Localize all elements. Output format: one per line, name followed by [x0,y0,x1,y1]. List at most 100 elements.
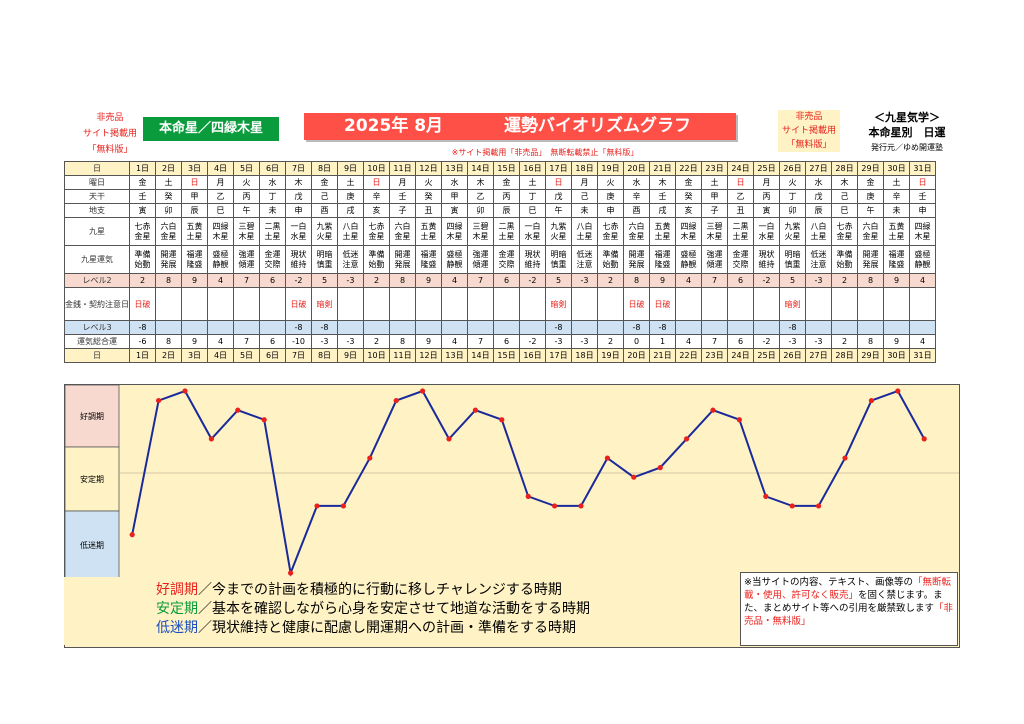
table-cell: 4 [675,334,702,349]
table-cell: 己 [571,189,598,204]
table-cell: 卯 [467,203,494,218]
table-cell: 30日 [883,161,910,176]
table-cell: 六白 金星 [389,217,416,246]
table-cell [441,320,468,335]
table-cell: 17日 [545,348,572,363]
table-cell: 火 [415,175,442,190]
table-cell: 三碧 木星 [233,217,260,246]
table-cell: 2 [363,334,390,349]
table-cell: 9 [181,334,208,349]
table-cell: 午 [545,203,572,218]
table-cell: -3 [805,273,832,288]
table-cell: 甲 [181,189,208,204]
data-point [789,503,795,509]
table-cell: 7 [467,334,494,349]
table-cell [909,287,936,321]
table-cell: 庚 [337,189,364,204]
table-cell: 寅 [441,203,468,218]
row-label: 運気総合運 [64,334,130,349]
table-cell: 甲 [701,189,728,204]
table-cell: 4 [909,334,936,349]
table-cell [519,320,546,335]
table-cell: 四緑 木星 [909,217,936,246]
table-cell: 卯 [155,203,182,218]
table-cell: 15日 [493,161,520,176]
table-cell: 日破 [129,287,156,321]
nonsale-line: 「無料版」 [87,145,133,155]
table-cell [831,287,858,321]
table-cell: 未 [571,203,598,218]
table-cell: 6 [259,334,286,349]
table-cell: 四緑 木星 [441,217,468,246]
table-cell: 福運 隆盛 [415,245,442,274]
table-cell: 8 [857,273,884,288]
table-cell: 巳 [207,203,234,218]
table-cell: 戌 [337,203,364,218]
table-cell: 11日 [389,161,416,176]
table-cell [181,320,208,335]
table-cell [571,287,598,321]
data-point [261,417,267,423]
table-cell: 9 [181,273,208,288]
table-cell: 日 [909,175,936,190]
table-cell: 4 [441,334,468,349]
table-cell: 七赤 金星 [831,217,858,246]
row-label: 金銭・契約注意日 [64,287,130,321]
nonsale-line: 非売品 [795,112,823,122]
table-cell: 八白 土星 [805,217,832,246]
table-cell: 6 [727,273,754,288]
row-label: レベル2 [64,273,130,288]
table-cell: 26日 [779,348,806,363]
table-cell: 27日 [805,348,832,363]
legend-good-text: ／今までの計画を積極的に行動に移しチャレンジする時期 [198,582,562,598]
table-cell: 5日 [233,161,260,176]
kyusei-title: ＜九星気学＞ [874,111,940,124]
table-cell: 暗剣 [545,287,572,321]
table-cell: 5 [311,273,338,288]
table-cell: -8 [311,320,338,335]
table-cell: -3 [571,273,598,288]
table-cell: 八白 土星 [571,217,598,246]
table-cell: 6 [493,273,520,288]
table-cell [181,287,208,321]
table-cell: -8 [545,320,572,335]
table-cell: 明暗 慎重 [545,245,572,274]
table-cell: 3日 [181,348,208,363]
table-cell: 18日 [571,161,598,176]
data-point [208,436,214,442]
table-cell: 28日 [831,161,858,176]
table-cell: -3 [311,334,338,349]
table-cell: 15日 [493,348,520,363]
table-cell: 強運 傾運 [233,245,260,274]
table-cell: 金運 交際 [493,245,520,274]
table-cell: 準備 始動 [831,245,858,274]
table-cell: 申 [285,203,312,218]
nonsale-line: 「無料版」 [786,140,832,150]
table-cell: 土 [883,175,910,190]
table-cell: 壬 [389,189,416,204]
table-cell: -8 [129,320,156,335]
table-cell: 癸 [675,189,702,204]
table-cell: 9 [649,273,676,288]
table-cell [493,320,520,335]
table-cell: -2 [285,273,312,288]
nonsale-line: サイト掲載用 [781,126,836,136]
table-cell: 8 [623,273,650,288]
table-cell: 木 [831,175,858,190]
table-cell: 六白 金星 [857,217,884,246]
data-point [420,388,426,394]
table-cell: 午 [233,203,260,218]
data-point [842,455,848,461]
table-cell: 卯 [779,203,806,218]
table-cell: 壬 [909,189,936,204]
table-cell: 酉 [311,203,338,218]
page-title: 2025年 8月 運勢バイオリズムグラフ [304,113,736,140]
table-cell: 七赤 金星 [597,217,624,246]
table-cell: 4 [207,334,234,349]
publisher: 発行元／ゆめ開運塾 [871,143,943,152]
table-cell: 7 [467,273,494,288]
table-cell [415,287,442,321]
table-cell [675,320,702,335]
band-label: 安定期 [80,474,104,484]
table-cell: 9日 [337,348,364,363]
